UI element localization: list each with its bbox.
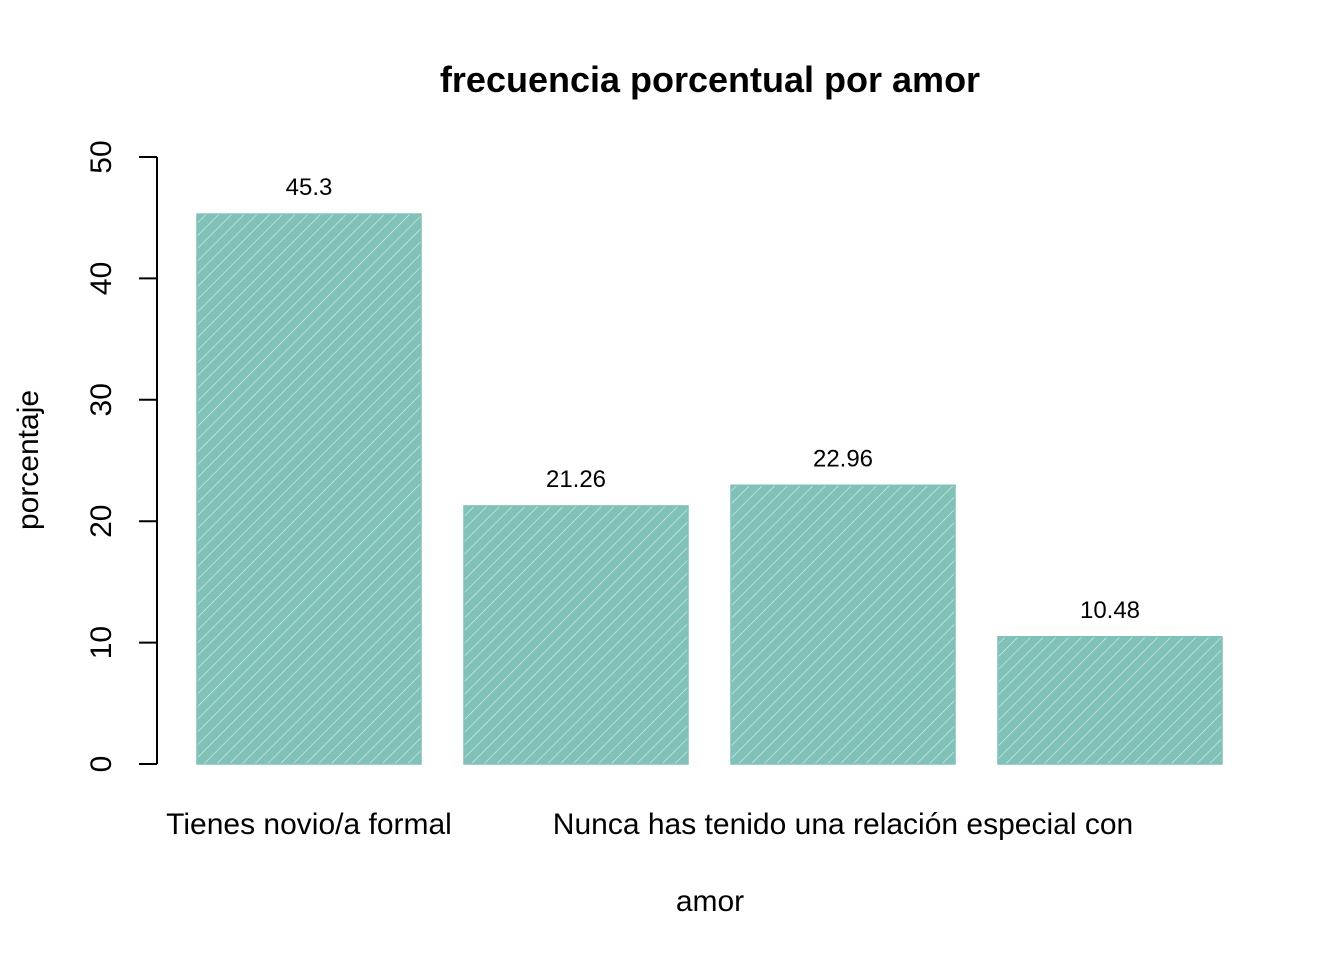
bar-value-label: 22.96: [813, 445, 873, 472]
y-tick-label: 40: [85, 262, 118, 295]
category-labels-group: Tienes novio/a formal Nunca has tenido un…: [166, 808, 1133, 841]
category-label: Tienes novio/a formal: [166, 808, 452, 841]
y-axis-label: porcentaje: [12, 390, 45, 530]
bar: [730, 484, 956, 765]
bars-group: [196, 213, 1223, 765]
chart-title: frecuencia porcentual por amor: [440, 59, 980, 100]
category-label: Nunca has tenido una relación especial c…: [553, 808, 1133, 841]
y-tick-label: 50: [85, 140, 118, 173]
bar: [997, 636, 1223, 765]
y-tick-label: 0: [85, 756, 118, 773]
bar-value-label: 45.3: [286, 174, 333, 201]
bar-value-label: 21.26: [546, 466, 606, 493]
bar-value-label: 10.48: [1080, 597, 1140, 624]
y-tick-label: 10: [85, 626, 118, 659]
data-labels-group: 45.3 21.26 22.96 10.48: [286, 174, 1140, 624]
y-axis-ticks: 0 10 20 30 40 50: [85, 140, 157, 772]
x-axis-label: amor: [676, 885, 744, 918]
y-tick-label: 30: [85, 383, 118, 416]
bar: [463, 505, 689, 765]
y-tick-label: 20: [85, 505, 118, 538]
bar: [196, 213, 422, 765]
